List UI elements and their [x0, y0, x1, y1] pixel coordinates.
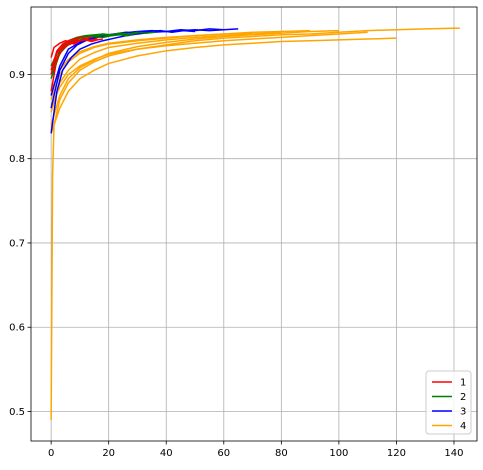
- legend-label-4: 4: [460, 421, 466, 432]
- y-tick-label: 0.6: [9, 323, 25, 334]
- series-line-4: [50, 31, 282, 113]
- x-tick-label: 0: [48, 448, 54, 459]
- series-line-4: [50, 37, 397, 134]
- x-tick-label: 20: [102, 448, 115, 459]
- series-line-4: [50, 31, 368, 109]
- y-tick-label: 0.9: [9, 70, 25, 81]
- series-line-1: [50, 36, 92, 71]
- series-line-4: [50, 29, 339, 126]
- y-axis: 0.5 0.6 0.7 0.8 0.9: [9, 70, 31, 418]
- x-tick-label: 60: [217, 448, 230, 459]
- x-tick-label: 100: [329, 448, 348, 459]
- x-tick-label: 80: [275, 448, 288, 459]
- x-tick-label: 140: [444, 448, 463, 459]
- series-line-1: [50, 39, 83, 58]
- x-tick-label: 40: [160, 448, 173, 459]
- series-line-4: [50, 27, 460, 420]
- grid: [31, 7, 477, 441]
- plot-frame: [30, 6, 478, 442]
- legend-label-2: 2: [460, 392, 466, 403]
- y-tick-label: 0.7: [9, 238, 25, 249]
- series-lines: [50, 27, 460, 420]
- legend-box: [425, 370, 472, 435]
- series-line-4: [50, 32, 253, 92]
- x-axis: 0 20 40 60 80 100 120 140: [48, 441, 464, 459]
- legend-label-3: 3: [460, 407, 466, 418]
- y-tick-label: 0.5: [9, 407, 25, 418]
- y-tick-label: 0.8: [9, 154, 25, 165]
- x-tick-label: 120: [387, 448, 406, 459]
- series-line-1: [50, 37, 98, 75]
- legend: 1 2 3 4: [425, 370, 472, 435]
- legend-label-1: 1: [460, 378, 466, 389]
